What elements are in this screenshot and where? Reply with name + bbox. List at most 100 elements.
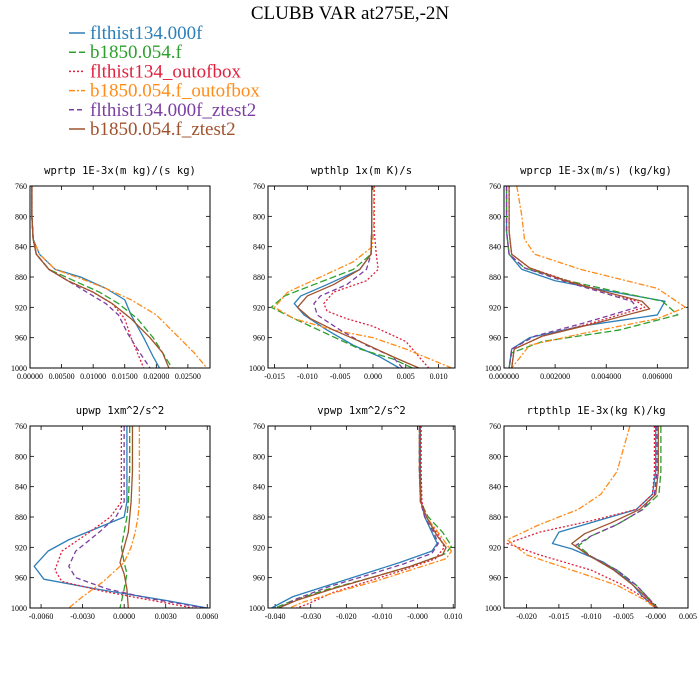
- series-line: [119, 426, 134, 608]
- y-tick-label: 800: [489, 452, 501, 461]
- series-line: [31, 186, 145, 368]
- panel: upwp 1xm^2/s^27608008408809209601000-0.0…: [11, 405, 218, 621]
- y-tick-label: 760: [15, 422, 27, 431]
- y-tick-label: 840: [489, 483, 501, 492]
- x-tick-label: -0.000: [645, 612, 666, 621]
- legend-label: flthist134.000f: [90, 23, 203, 44]
- panel-title: wprcp 1E-3x(m/s) (kg/kg): [520, 165, 672, 177]
- series-line: [33, 426, 208, 608]
- y-tick-label: 920: [489, 543, 501, 552]
- y-tick-label: 920: [15, 303, 27, 312]
- y-tick-label: 1000: [249, 604, 265, 613]
- x-tick-label: -0.020: [516, 612, 537, 621]
- series-group: [271, 426, 453, 608]
- series-line: [511, 186, 687, 368]
- x-tick-label: -0.0030: [70, 612, 95, 621]
- panel: vpwp 1xm^2/s^27608008408809209601000-0.0…: [249, 405, 462, 621]
- plot-frame: [503, 185, 689, 369]
- x-tick-label: -0.015: [264, 372, 285, 381]
- x-tick-label: -0.005: [330, 372, 351, 381]
- y-tick-label: 1000: [11, 364, 27, 373]
- panel-title: vpwp 1xm^2/s^2: [317, 405, 406, 417]
- legend-label: b1850.054.f: [90, 42, 183, 63]
- y-tick-label: 1000: [249, 364, 265, 373]
- x-tick-label: 0.005: [679, 612, 697, 621]
- x-tick-label: 0.0030: [155, 612, 177, 621]
- series-line: [68, 426, 205, 608]
- series-line: [31, 186, 173, 368]
- series-group: [270, 186, 452, 368]
- series-line: [31, 186, 151, 368]
- x-tick-label: 0.005: [397, 372, 415, 381]
- x-tick-label: -0.010: [581, 612, 602, 621]
- y-tick-label: 760: [253, 422, 265, 431]
- series-group: [506, 426, 662, 608]
- series-line: [68, 426, 141, 608]
- series-line: [296, 426, 445, 608]
- x-tick-label: 0.000000: [489, 372, 519, 381]
- y-tick-label: 1000: [485, 604, 501, 613]
- y-tick-label: 840: [15, 243, 27, 252]
- x-tick-label: 0.010: [444, 612, 462, 621]
- series-line: [508, 186, 646, 368]
- series-line: [574, 426, 658, 608]
- y-tick-label: 960: [15, 334, 27, 343]
- x-tick-label: 0.010: [430, 372, 448, 381]
- y-tick-label: 880: [489, 273, 501, 282]
- y-tick-label: 880: [489, 513, 501, 522]
- y-tick-label: 960: [489, 334, 501, 343]
- x-tick-label: 0.0060: [196, 612, 218, 621]
- plot-frame: [267, 185, 456, 369]
- series-line: [505, 186, 638, 368]
- x-tick-label: 0.02500: [175, 372, 201, 381]
- legend-label: flthist134.000f_ztest2: [90, 100, 256, 121]
- x-tick-label: 0.01500: [112, 372, 138, 381]
- series-line: [508, 186, 651, 368]
- x-tick-label: -0.015: [549, 612, 570, 621]
- y-tick-label: 960: [253, 574, 265, 583]
- series-group: [505, 186, 687, 368]
- x-tick-label: 0.01000: [80, 372, 106, 381]
- y-tick-label: 920: [489, 303, 501, 312]
- series-line: [289, 426, 453, 608]
- plot-frame: [29, 185, 211, 369]
- y-tick-label: 800: [253, 212, 265, 221]
- plot-frame: [29, 425, 211, 609]
- y-tick-label: 760: [15, 182, 27, 191]
- x-tick-label: 0.002000: [540, 372, 570, 381]
- y-tick-label: 960: [253, 334, 265, 343]
- legend-label: b1850.054.f_outofbox: [90, 81, 260, 102]
- x-tick-label: 0.00000: [17, 372, 43, 381]
- y-tick-label: 840: [253, 243, 265, 252]
- series-line: [54, 426, 194, 608]
- series-line: [323, 186, 430, 368]
- series-line: [505, 186, 666, 368]
- x-tick-label: -0.005: [613, 612, 634, 621]
- series-line: [506, 426, 657, 608]
- figure-title: CLUBB VAR at275E,-2N: [251, 3, 450, 24]
- series-line: [31, 186, 208, 368]
- series-line: [571, 426, 659, 608]
- x-tick-label: 0.006000: [642, 372, 672, 381]
- panel-title: rtpthlp 1E-3x(kg K)/kg: [526, 405, 665, 417]
- legend: flthist134.000fb1850.054.fflthist134_out…: [69, 23, 260, 140]
- x-tick-label: -0.020: [336, 612, 357, 621]
- legend-item: b1850.054.f: [69, 42, 183, 63]
- legend-label: flthist134_outofbox: [90, 61, 241, 82]
- panel-title: wpthlp 1x(m K)/s: [311, 165, 412, 177]
- panel-title: wprtp 1E-3x(m kg)/(s kg): [44, 165, 196, 177]
- series-line: [31, 186, 170, 368]
- series-line: [278, 426, 447, 608]
- panel: wpthlp 1x(m K)/s7608008408809209601000-0…: [249, 165, 456, 381]
- y-tick-label: 920: [253, 303, 265, 312]
- y-tick-label: 800: [15, 212, 27, 221]
- x-tick-label: 0.0000: [113, 612, 135, 621]
- y-tick-label: 800: [253, 452, 265, 461]
- y-tick-label: 920: [253, 543, 265, 552]
- series-line: [270, 186, 413, 368]
- legend-item: b1850.054.f_ztest2: [69, 119, 236, 140]
- legend-label: b1850.054.f_ztest2: [90, 119, 236, 140]
- x-tick-label: 0.02000: [143, 372, 169, 381]
- y-tick-label: 880: [15, 513, 27, 522]
